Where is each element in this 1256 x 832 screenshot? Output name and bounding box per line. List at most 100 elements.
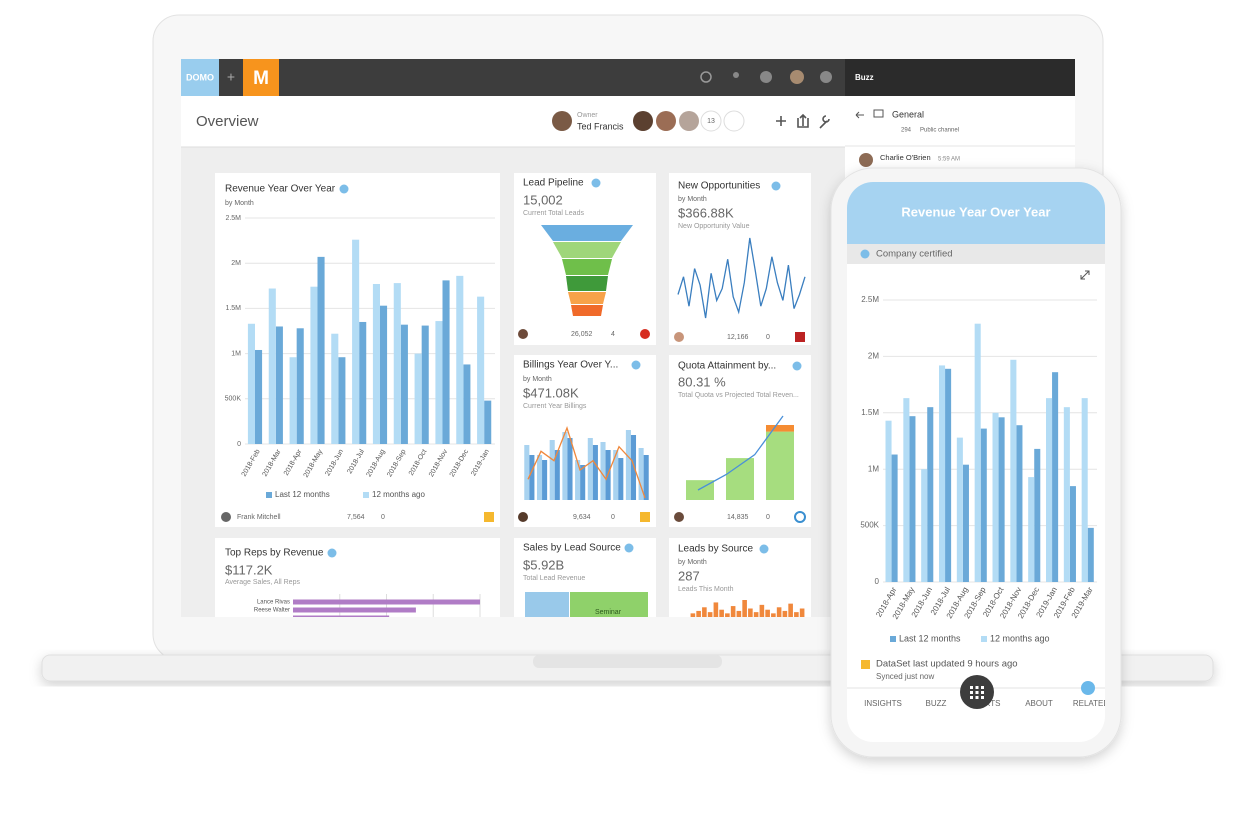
bar [702,607,707,617]
bar [268,288,276,444]
bar [998,417,1005,582]
bar [435,321,443,444]
funnel-stage [568,292,606,304]
channel-name[interactable]: General [892,109,924,119]
back-icon[interactable] [855,111,864,119]
source-icon [795,332,805,342]
tab[interactable]: ABOUT [1025,699,1053,708]
card[interactable] [669,538,811,638]
chat-icon[interactable] [820,71,832,83]
app-logo[interactable]: M [253,68,269,89]
bar [1016,425,1023,582]
bar [442,280,450,444]
legend-swatch [266,492,272,498]
tab[interactable]: RELATED [1073,699,1110,708]
phone-title: Revenue Year Over Year [901,204,1050,219]
card-title: Leads by Source [678,544,753,555]
funnel-stage [553,242,621,258]
bar [293,615,390,617]
bar [289,357,297,444]
certified-badge [771,181,781,191]
bar [400,324,408,444]
bar [630,435,637,500]
bar [962,464,969,582]
card-value: $366.88K [678,205,734,220]
bar [380,305,388,444]
card-views: 7,564 [347,514,365,521]
bar [782,610,788,617]
y-tick-label: 1.5M [225,305,241,312]
y-tick-label: 500K [860,521,879,530]
card-caption: Total Quota vs Projected Total Reven... [678,392,799,399]
bar [766,431,794,500]
card-value: $117.2K [225,562,273,577]
scroll-top[interactable] [1081,681,1095,695]
add-icon[interactable] [760,71,772,83]
expand-icon[interactable] [1080,270,1090,280]
bar [921,469,928,582]
author-avatar [518,512,528,522]
certified-badge [624,543,634,553]
card-title: Sales by Lead Source [523,543,621,554]
bar [1069,486,1076,582]
treemap-block [525,592,569,617]
author-avatar [518,329,528,339]
owner-name: Ted Francis [577,121,624,131]
y-tick-label: 1.5M [861,408,879,417]
bar [643,455,649,500]
apps-icon [970,686,984,699]
card-title: Lead Pipeline [523,178,584,189]
message-author: Charlie O'Brien [880,153,931,162]
phone-header [847,182,1105,244]
legend-label: Last 12 months [899,633,961,643]
bar [296,328,304,444]
y-tick-label: 1M [868,464,879,473]
owner-avatar [552,111,572,131]
y-tick-label: 0 [875,577,880,586]
tab[interactable]: BUZZ [926,699,947,708]
card-comments: 4 [611,331,615,338]
legend-swatch [890,636,896,642]
card-views: 9,634 [573,514,591,521]
card-caption: Current Total Leads [523,210,584,217]
member-count-badge[interactable] [700,110,722,132]
legend-label: Last 12 months [275,490,330,499]
add-card-icon[interactable] [776,116,786,126]
author-avatar [859,153,873,167]
card[interactable] [669,173,811,345]
message-time: 5:59 AM [938,157,960,163]
card-comments: 0 [766,514,770,521]
share-icon[interactable] [797,113,809,128]
bar [1052,372,1059,582]
add-user-icon[interactable] [733,72,739,78]
card-comments: 0 [766,334,770,341]
profile-icon[interactable] [790,70,804,84]
bar [310,286,318,444]
bar [255,349,263,444]
treemap-label: Seminar [595,609,622,616]
search-icon[interactable] [700,71,712,83]
bar [372,283,380,444]
card-value: 287 [678,568,700,583]
member-count[interactable]: 13 [707,118,715,125]
card-title: Revenue Year Over Year [225,184,336,195]
bar [945,368,952,582]
source-icon [794,511,806,523]
bar [275,326,283,444]
add-member[interactable] [723,110,745,132]
bar [748,608,753,617]
bar [1087,527,1094,582]
bar [536,455,543,500]
bar [696,610,701,617]
bar [909,416,916,582]
bar [293,599,480,605]
bar [477,296,485,444]
bar [421,325,429,444]
line [677,237,806,319]
tab[interactable]: INSIGHTS [864,699,902,708]
buzz-title[interactable]: Buzz [855,73,874,82]
settings-icon[interactable] [819,115,830,129]
card-title: Quota Attainment by... [678,361,776,372]
bar [956,437,963,582]
